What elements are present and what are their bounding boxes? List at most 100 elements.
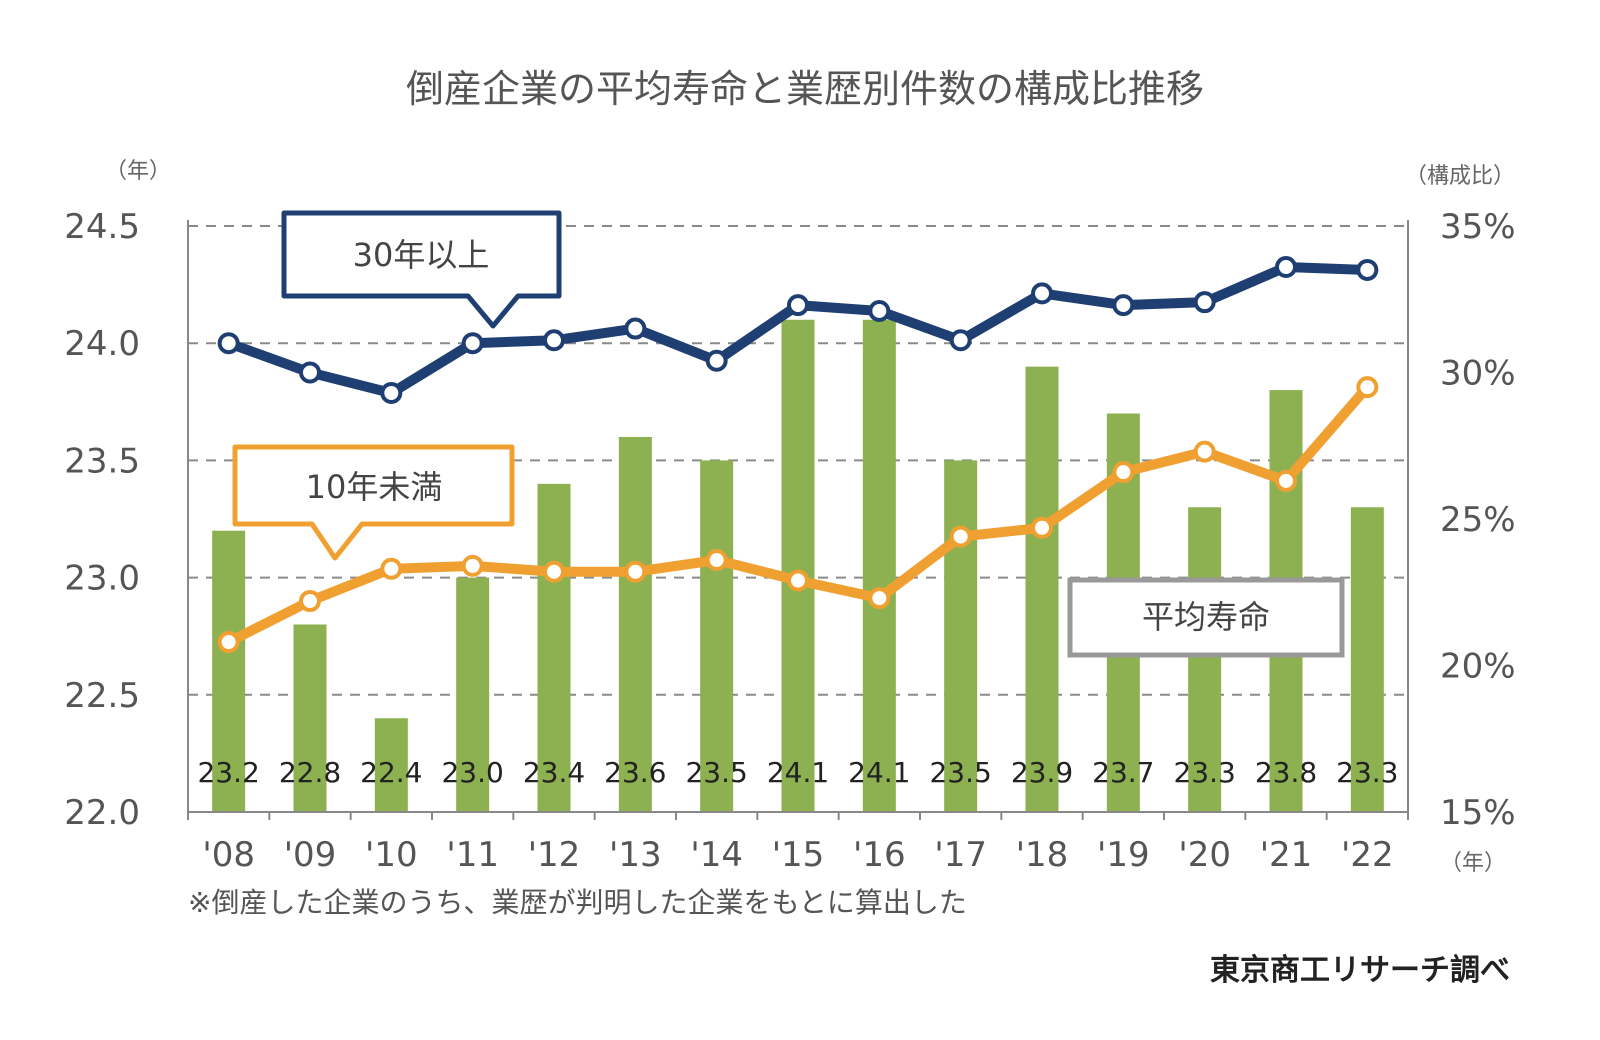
left-axis-unit: （年） xyxy=(105,159,171,184)
x-tick-label: '09 xyxy=(284,835,337,875)
right-axis-unit: （構成比） xyxy=(1405,164,1515,189)
series-point xyxy=(868,299,891,322)
series-point xyxy=(1275,256,1297,279)
x-tick-label: '17 xyxy=(934,835,987,875)
series-point xyxy=(949,329,972,352)
x-axis-ticks: '08 '09 '10 '11 '12 '13 '14 '15 '16 '17 '18 '19 '20 '… xyxy=(202,835,1393,875)
bar xyxy=(374,718,408,812)
left-tick-label: 22.0 xyxy=(64,793,140,833)
bar-data-label: 23.5 xyxy=(685,756,747,789)
x-tick-label: '13 xyxy=(609,835,662,875)
series-point xyxy=(1031,282,1053,305)
bar-data-label: 22.8 xyxy=(279,756,341,789)
bar xyxy=(862,319,896,812)
bar xyxy=(1350,507,1384,812)
bar-data-label: 23.7 xyxy=(1092,756,1154,789)
callout-30-years-label: 30年以上 xyxy=(353,236,490,274)
series-point xyxy=(1275,469,1297,492)
series-point xyxy=(1031,516,1053,539)
left-tick-label: 24.5 xyxy=(64,207,140,247)
series-point xyxy=(299,361,321,384)
bar-data-label: 23.5 xyxy=(929,756,991,789)
bar xyxy=(700,460,734,812)
bar xyxy=(781,319,815,812)
callout-average-lifespan-box xyxy=(1067,577,1345,658)
series-point xyxy=(705,349,728,372)
line-series xyxy=(217,256,1379,654)
series-point xyxy=(624,560,647,583)
series-point xyxy=(868,587,891,610)
chart-title: 倒産企業の平均寿命と業歴別件数の構成比推移 xyxy=(406,67,1204,111)
series-point xyxy=(1356,258,1379,281)
bar xyxy=(293,624,327,812)
x-tick-label: '19 xyxy=(1097,835,1150,875)
left-tick-label: 23.0 xyxy=(64,559,140,599)
x-tick-label: '15 xyxy=(772,835,825,875)
callout-30-years-box xyxy=(281,210,562,329)
left-tick-label: 24.0 xyxy=(64,324,140,364)
bar-data-labels: 23.2 22.8 22.4 23.0 23.4 23.6 23.5 24.1 24.1 23.5… xyxy=(197,756,1398,789)
callout-30-years: 30年以上 xyxy=(281,210,562,329)
bar xyxy=(618,436,652,812)
right-tick-label: 35% xyxy=(1440,207,1516,247)
bar xyxy=(537,483,571,812)
bar-data-label: 23.6 xyxy=(604,756,666,789)
bar-data-label: 23.3 xyxy=(1173,756,1235,789)
x-axis-unit: （年） xyxy=(1440,851,1506,876)
series-point xyxy=(949,525,972,548)
right-tick-label: 15% xyxy=(1440,793,1516,833)
x-tick-label: '22 xyxy=(1341,835,1394,875)
bar-data-label: 23.3 xyxy=(1336,756,1398,789)
bar xyxy=(456,577,490,812)
series-point xyxy=(1112,294,1135,317)
left-tick-label: 22.5 xyxy=(64,676,140,716)
series-point xyxy=(543,560,565,583)
series-point xyxy=(380,557,403,580)
bar-data-label: 23.8 xyxy=(1255,756,1317,789)
bar-data-label: 24.1 xyxy=(848,756,910,789)
bar-data-label: 23.4 xyxy=(523,756,585,789)
right-tick-label: 25% xyxy=(1440,500,1516,540)
series-point xyxy=(624,317,647,340)
bar xyxy=(1188,507,1222,812)
right-tick-label: 30% xyxy=(1440,354,1516,394)
x-tick-label: '18 xyxy=(1016,835,1069,875)
bar-data-label: 22.4 xyxy=(360,756,422,789)
x-tick-label: '21 xyxy=(1260,835,1313,875)
axes xyxy=(187,220,1409,820)
series-point xyxy=(217,631,240,654)
series-point xyxy=(461,554,484,577)
series-point xyxy=(380,382,403,405)
x-tick-label: '20 xyxy=(1178,835,1231,875)
x-tick-label: '08 xyxy=(202,835,255,875)
bar xyxy=(212,530,246,812)
bar xyxy=(1025,366,1059,812)
callout-average-lifespan-label: 平均寿命 xyxy=(1142,598,1270,636)
series-point xyxy=(1193,291,1216,314)
series-point xyxy=(217,332,240,355)
x-tick-label: '16 xyxy=(853,835,906,875)
left-axis-ticks: 24.5 24.0 23.5 23.0 22.5 22.0 xyxy=(64,207,140,833)
bar-data-label: 24.1 xyxy=(767,756,829,789)
callout-under-10-years: 10年未満 xyxy=(232,444,515,561)
x-tick-label: '12 xyxy=(528,835,581,875)
x-tick-label: '11 xyxy=(446,835,499,875)
callout-under-10-years-label: 10年未満 xyxy=(306,468,443,506)
bar-data-label: 23.2 xyxy=(197,756,259,789)
series-point xyxy=(1356,376,1379,399)
footnote: ※倒産した企業のうち、業歴が判明した企業をもとに算出した xyxy=(188,886,967,919)
callout-average-lifespan: 平均寿命 xyxy=(1067,577,1345,658)
bar xyxy=(944,460,978,812)
x-tick-label: '14 xyxy=(690,835,743,875)
series-point xyxy=(787,569,809,592)
series-point xyxy=(787,294,809,317)
series-point xyxy=(1112,461,1135,484)
series-point xyxy=(461,332,484,355)
source-credit: 東京商工リサーチ調べ xyxy=(1210,953,1510,988)
bar-data-label: 23.0 xyxy=(441,756,503,789)
right-tick-label: 20% xyxy=(1440,647,1516,687)
series-point xyxy=(543,329,565,352)
series-point xyxy=(299,590,321,613)
bar-data-label: 23.9 xyxy=(1011,756,1073,789)
series-point xyxy=(705,549,728,572)
